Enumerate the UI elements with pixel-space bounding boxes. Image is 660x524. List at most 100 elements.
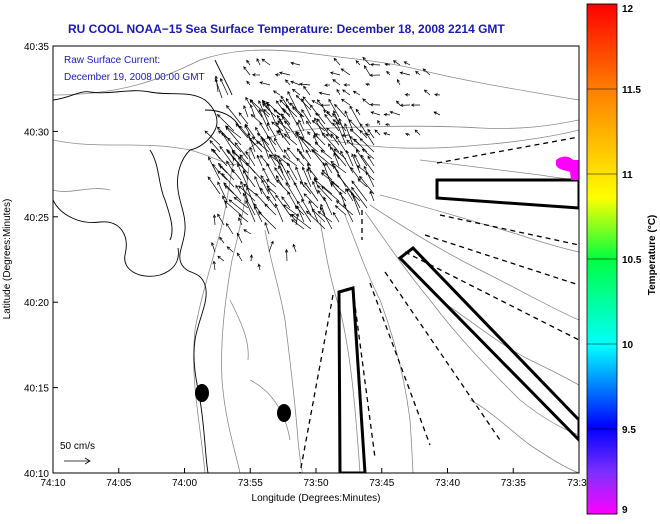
current-vector <box>285 97 291 106</box>
current-vector <box>305 149 312 160</box>
current-vector <box>237 163 249 188</box>
y-tick-label: 40:35 <box>24 42 49 53</box>
y-tick-label: 40:30 <box>24 127 49 138</box>
current-vector <box>266 122 277 139</box>
y-axis-label: Latitude (Degrees:Minutes) <box>2 199 13 320</box>
current-vector <box>349 128 361 139</box>
current-vector <box>396 78 401 86</box>
current-vector <box>282 155 298 167</box>
current-vector <box>341 133 351 138</box>
current-vector <box>301 198 312 216</box>
current-vector <box>285 182 298 202</box>
current-vector <box>245 151 256 167</box>
current-vector <box>266 195 277 209</box>
current-vector <box>274 153 284 174</box>
current-vector <box>224 200 242 216</box>
current-vector <box>283 204 298 216</box>
current-vector <box>349 105 361 125</box>
scale-label: 50 cm/s <box>60 441 95 452</box>
current-vector <box>227 137 242 153</box>
current-vector <box>245 96 251 106</box>
current-vector <box>216 114 235 132</box>
current-vector <box>296 157 305 167</box>
x-tick-label: 74:00 <box>172 478 197 489</box>
current-vector <box>313 134 319 146</box>
current-vector <box>433 111 441 116</box>
current-vector <box>334 103 347 118</box>
current-vector <box>348 119 361 132</box>
current-vector <box>262 103 277 118</box>
current-vector <box>335 135 347 153</box>
current-vector <box>414 129 421 136</box>
x-axis-label: Longitude (Degrees:Minutes) <box>252 493 381 504</box>
current-vector <box>383 112 391 117</box>
current-vector <box>319 103 331 107</box>
current-vector <box>319 206 333 230</box>
current-vector <box>238 217 243 226</box>
current-vector <box>415 70 421 76</box>
current-vector <box>410 103 421 107</box>
current-vector <box>384 123 391 127</box>
current-vector <box>355 60 361 66</box>
current-vector <box>367 155 375 167</box>
current-vector <box>256 140 270 153</box>
current-vector <box>328 98 340 118</box>
current-vector <box>422 68 431 76</box>
current-vector <box>295 166 305 188</box>
current-vector <box>260 174 270 188</box>
y-tick-label: 40:25 <box>24 213 49 224</box>
current-vector <box>208 156 221 181</box>
current-vector <box>238 185 256 202</box>
current-vector <box>386 70 391 76</box>
current-vector <box>295 132 312 153</box>
current-vector <box>296 148 305 160</box>
current-vector <box>266 185 277 195</box>
current-vector <box>346 139 361 153</box>
current-vector <box>343 203 354 223</box>
current-vector <box>278 117 291 139</box>
current-vector <box>395 100 401 106</box>
current-vector <box>291 88 301 96</box>
current-vector <box>269 154 284 167</box>
current-vector <box>318 91 331 96</box>
current-vector <box>225 126 242 146</box>
current-vector <box>301 109 312 125</box>
current-vector <box>295 212 300 226</box>
current-vector <box>277 120 291 132</box>
current-vector <box>360 154 375 174</box>
current-vector <box>303 193 319 209</box>
current-vector <box>290 80 301 86</box>
current-vector <box>302 96 311 106</box>
current-vector <box>253 205 263 223</box>
y-tick-label: 40:15 <box>24 384 49 395</box>
current-vector <box>321 169 333 181</box>
current-vector <box>283 133 298 146</box>
current-vector <box>261 179 270 195</box>
current-vector <box>335 200 354 216</box>
current-vector <box>307 131 311 136</box>
current-vector <box>322 162 333 188</box>
current-vector <box>311 100 321 106</box>
current-vector <box>342 89 351 96</box>
current-vector <box>384 62 391 67</box>
current-vector <box>217 181 228 202</box>
current-vector <box>323 196 333 216</box>
current-vector <box>292 243 297 253</box>
current-vector <box>271 121 284 132</box>
current-vector <box>299 82 311 86</box>
marker-dot <box>195 384 209 402</box>
current-vector <box>214 75 219 93</box>
current-vector <box>274 73 281 77</box>
current-vector <box>298 150 312 167</box>
y-tick-label: 40:20 <box>24 298 49 309</box>
current-vector <box>332 119 341 126</box>
current-vector <box>238 214 249 223</box>
current-vector <box>359 175 375 195</box>
current-vector <box>346 188 361 202</box>
current-vector <box>261 101 271 106</box>
colorbar-tick-label: 10 <box>622 340 634 351</box>
current-vector <box>235 123 249 139</box>
current-vector <box>383 132 391 136</box>
current-vector <box>244 124 251 136</box>
